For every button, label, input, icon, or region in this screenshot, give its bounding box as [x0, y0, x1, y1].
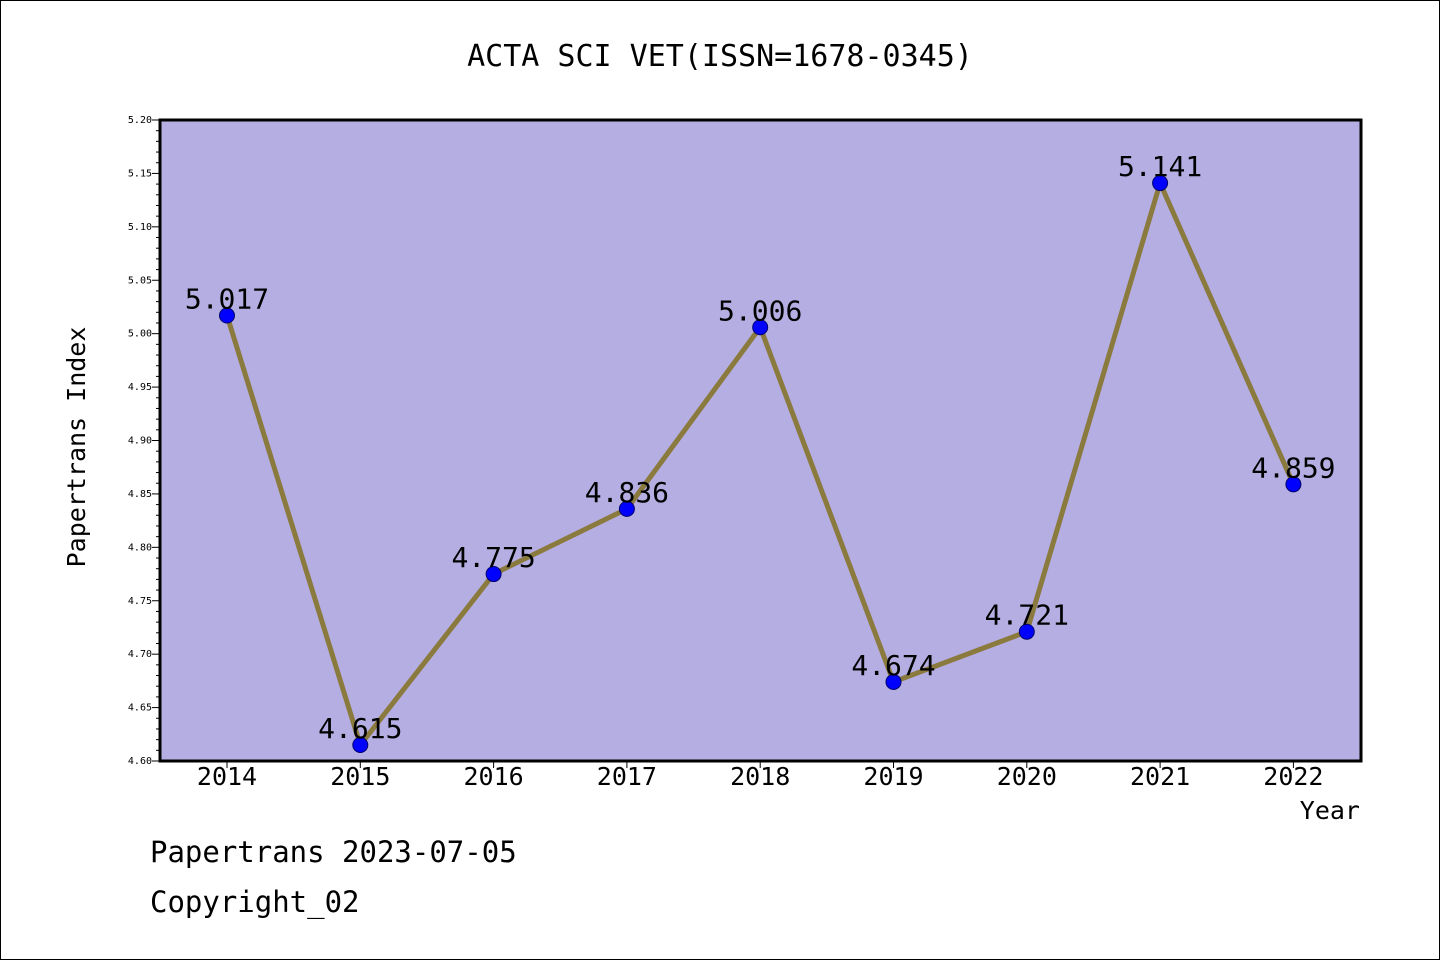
y-tick-label: 5.00: [128, 329, 152, 340]
y-tick-label: 4.75: [128, 596, 152, 607]
data-point: [1285, 476, 1302, 493]
x-tick-label: 2020: [997, 762, 1057, 791]
x-tick-label: 2016: [463, 762, 523, 791]
y-tick-label: 4.85: [128, 489, 152, 500]
data-label: 4.615: [318, 712, 402, 745]
y-axis: 4.60 4.65 4.70 4.75 4.80 4.85 4.90 4.95 5.00 5.05…: [128, 115, 160, 767]
data-point: [885, 673, 902, 690]
data-label: 4.859: [1251, 451, 1335, 484]
data-point: [1018, 623, 1035, 640]
data-point: [485, 566, 502, 583]
data-label: 5.006: [718, 294, 802, 327]
data-label: 4.836: [585, 476, 669, 509]
data-labels: 5.017 4.615 4.775 4.836 5.006 4.674 4.721 5.141…: [185, 150, 1336, 745]
data-label: 4.674: [851, 649, 935, 682]
y-tick-label: 4.80: [128, 542, 152, 553]
data-point: [752, 319, 769, 336]
y-tick-label: 5.20: [128, 115, 152, 126]
y-tick-label: 4.65: [128, 703, 152, 714]
x-tick-label: 2022: [1263, 762, 1323, 791]
data-label: 4.721: [985, 599, 1069, 632]
x-tick-label: 2018: [730, 762, 790, 791]
x-tick-label: 2014: [197, 762, 257, 791]
x-axis: 2014 2015 2016 2017 2018 2019 2020 2021 2022: [197, 761, 1324, 791]
chart-title: ACTA SCI VET(ISSN=1678-0345): [467, 39, 973, 74]
footer-copyright: Copyright_02: [150, 885, 360, 919]
y-tick-label: 5.15: [128, 168, 152, 179]
y-axis-label: Papertrans Index: [62, 327, 91, 568]
x-tick-label: 2017: [597, 762, 657, 791]
y-tick-label: 5.05: [128, 275, 152, 286]
data-point: [1152, 175, 1169, 192]
y-tick-label: 4.60: [128, 756, 152, 767]
y-tick-label: 4.70: [128, 649, 152, 660]
x-tick-label: 2019: [863, 762, 923, 791]
data-point: [618, 500, 635, 517]
x-axis-label: Year: [1300, 796, 1360, 825]
data-label: 4.775: [451, 541, 535, 574]
series-layer: [219, 175, 1302, 753]
y-tick-label: 5.10: [128, 222, 152, 233]
y-tick-label: 4.95: [128, 382, 152, 393]
footer-date: Papertrans 2023-07-05: [150, 835, 517, 869]
data-point: [219, 307, 235, 324]
x-tick-label: 2021: [1130, 762, 1190, 791]
data-point: [352, 736, 369, 753]
data-label: 5.017: [185, 283, 269, 316]
data-label: 5.141: [1118, 150, 1202, 183]
y-tick-label: 4.90: [128, 436, 152, 447]
x-tick-label: 2015: [330, 762, 390, 791]
plot-area: [158, 118, 1363, 763]
